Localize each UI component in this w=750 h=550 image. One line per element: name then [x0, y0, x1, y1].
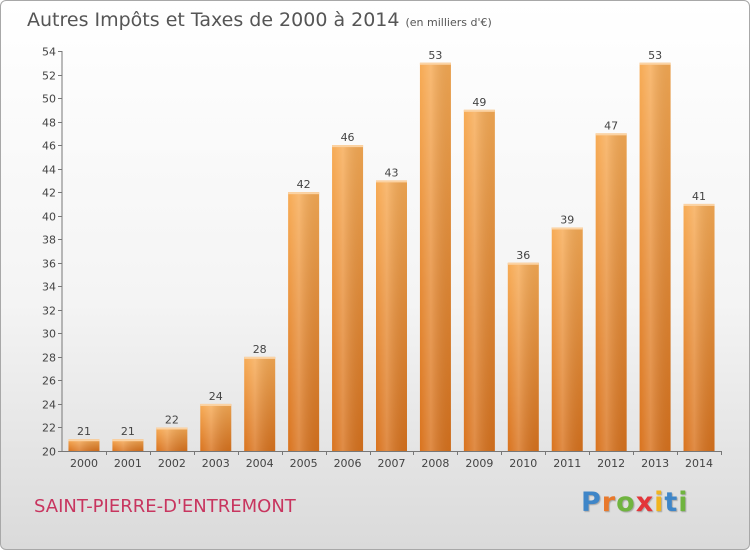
logo-letter: x	[635, 487, 655, 518]
bar-top-2011	[551, 227, 583, 230]
bar-sheen-2006	[332, 145, 364, 451]
bar-sheen-2008	[419, 62, 451, 451]
y-tick-label: 32	[42, 305, 56, 318]
data-label-2014: 41	[692, 190, 706, 203]
data-label-2004: 28	[253, 343, 267, 356]
x-tick-label: 2009	[465, 457, 493, 470]
data-label-2001: 21	[121, 425, 135, 438]
bar-top-2014	[683, 203, 715, 206]
data-label-2012: 47	[604, 119, 618, 132]
data-label-2011: 39	[560, 213, 574, 226]
data-label-2009: 49	[472, 96, 486, 109]
y-tick-label: 46	[42, 140, 56, 153]
bar-top-2007	[376, 180, 407, 183]
bar-top-2000	[68, 439, 100, 442]
x-tick-label: 2013	[641, 457, 669, 470]
x-tick-label: 2014	[685, 457, 713, 470]
bar-top-2004	[244, 356, 276, 359]
x-tick-label: 2000	[70, 457, 98, 470]
bar-sheen-2003	[200, 403, 232, 451]
x-tick-label: 2006	[334, 457, 362, 470]
bar-sheen-2013	[639, 62, 671, 451]
y-tick-label: 42	[42, 187, 56, 200]
x-tick-label: 2003	[202, 457, 230, 470]
bar-top-2002	[156, 427, 188, 430]
data-label-2005: 42	[297, 178, 311, 191]
bar-top-2008	[419, 62, 451, 65]
bar-top-2006	[332, 145, 364, 148]
y-tick-label: 22	[42, 422, 56, 435]
commune-name: SAINT-PIERRE-D'ENTREMONT	[34, 496, 296, 517]
y-tick-label: 38	[42, 234, 56, 247]
x-tick-label: 2011	[553, 457, 581, 470]
data-label-2002: 22	[165, 413, 179, 426]
chart-title: Autres Impôts et Taxes de 2000 à 2014 (en…	[27, 9, 492, 31]
x-tick-label: 2001	[114, 457, 142, 470]
chart-bars	[68, 62, 715, 452]
x-tick-label: 2004	[246, 457, 274, 470]
unit-note: (en milliers d'€)	[405, 16, 492, 29]
bar-top-2003	[200, 403, 232, 406]
y-tick-label: 34	[42, 281, 56, 294]
bar-sheen-2005	[288, 192, 320, 452]
y-tick-label: 30	[42, 328, 56, 341]
bar-sheen-2014	[683, 203, 715, 451]
y-tick-label: 40	[42, 211, 56, 224]
data-label-2010: 36	[516, 249, 530, 262]
y-tick-label: 24	[42, 399, 56, 412]
bar-top-2005	[288, 192, 320, 195]
bar-top-2012	[595, 133, 627, 136]
logo-letter: r	[601, 487, 617, 518]
y-tick-label: 54	[42, 46, 56, 59]
bar-sheen-2009	[463, 109, 495, 451]
x-tick-label: 2005	[290, 457, 318, 470]
data-label-2008: 53	[428, 49, 442, 62]
y-tick-label: 20	[42, 446, 56, 459]
bar-top-2001	[112, 439, 144, 442]
data-label-2007: 43	[385, 166, 399, 179]
bar-top-2009	[463, 109, 495, 112]
data-label-2003: 24	[209, 390, 223, 403]
logo-letter: o	[616, 487, 636, 518]
y-tick-label: 44	[42, 164, 56, 177]
bar-sheen-2010	[507, 262, 539, 451]
y-tick-label: 26	[42, 375, 56, 388]
chart-axes: 20 22 24 26 28 30 32 34 36 38 40 42 44 46 48 50 52 54	[42, 46, 722, 459]
x-tick-label: 2012	[597, 457, 625, 470]
data-label-2000: 21	[77, 425, 91, 438]
bar-sheen-2011	[551, 227, 583, 451]
bar-top-2010	[507, 262, 539, 265]
bar-sheen-2002	[156, 427, 188, 451]
logo-letter: P	[581, 487, 602, 518]
bar-top-2013	[639, 62, 671, 65]
x-tick-label: 2010	[509, 457, 537, 470]
bar-sheen-2007	[376, 180, 407, 452]
y-tick-label: 48	[42, 117, 56, 130]
logo-letter: t	[664, 487, 679, 518]
bar-sheen-2004	[244, 356, 276, 451]
data-label-2006: 46	[341, 131, 355, 144]
y-tick-label: 50	[42, 93, 56, 106]
bar-sheen-2001	[112, 439, 144, 451]
x-tick-label: 2008	[421, 457, 449, 470]
logo-letter: i	[678, 487, 689, 518]
y-tick-label: 28	[42, 352, 56, 365]
data-label-2013: 53	[648, 49, 662, 62]
y-tick-label: 36	[42, 258, 56, 271]
bar-sheen-2012	[595, 133, 627, 451]
proxiti-logo: Proxiti	[581, 487, 689, 518]
bar-sheen-2000	[68, 439, 100, 451]
x-tick-label: 2007	[378, 457, 406, 470]
chart-data-labels: 2000 21 2001 21 2002 22 2003 24 2004 28 2005 42 2006…	[70, 49, 713, 470]
y-tick-label: 52	[42, 70, 56, 83]
x-tick-label: 2002	[158, 457, 186, 470]
chart-title-text: Autres Impôts et Taxes de 2000 à 2014	[27, 9, 400, 31]
logo-letter: i	[654, 487, 665, 518]
